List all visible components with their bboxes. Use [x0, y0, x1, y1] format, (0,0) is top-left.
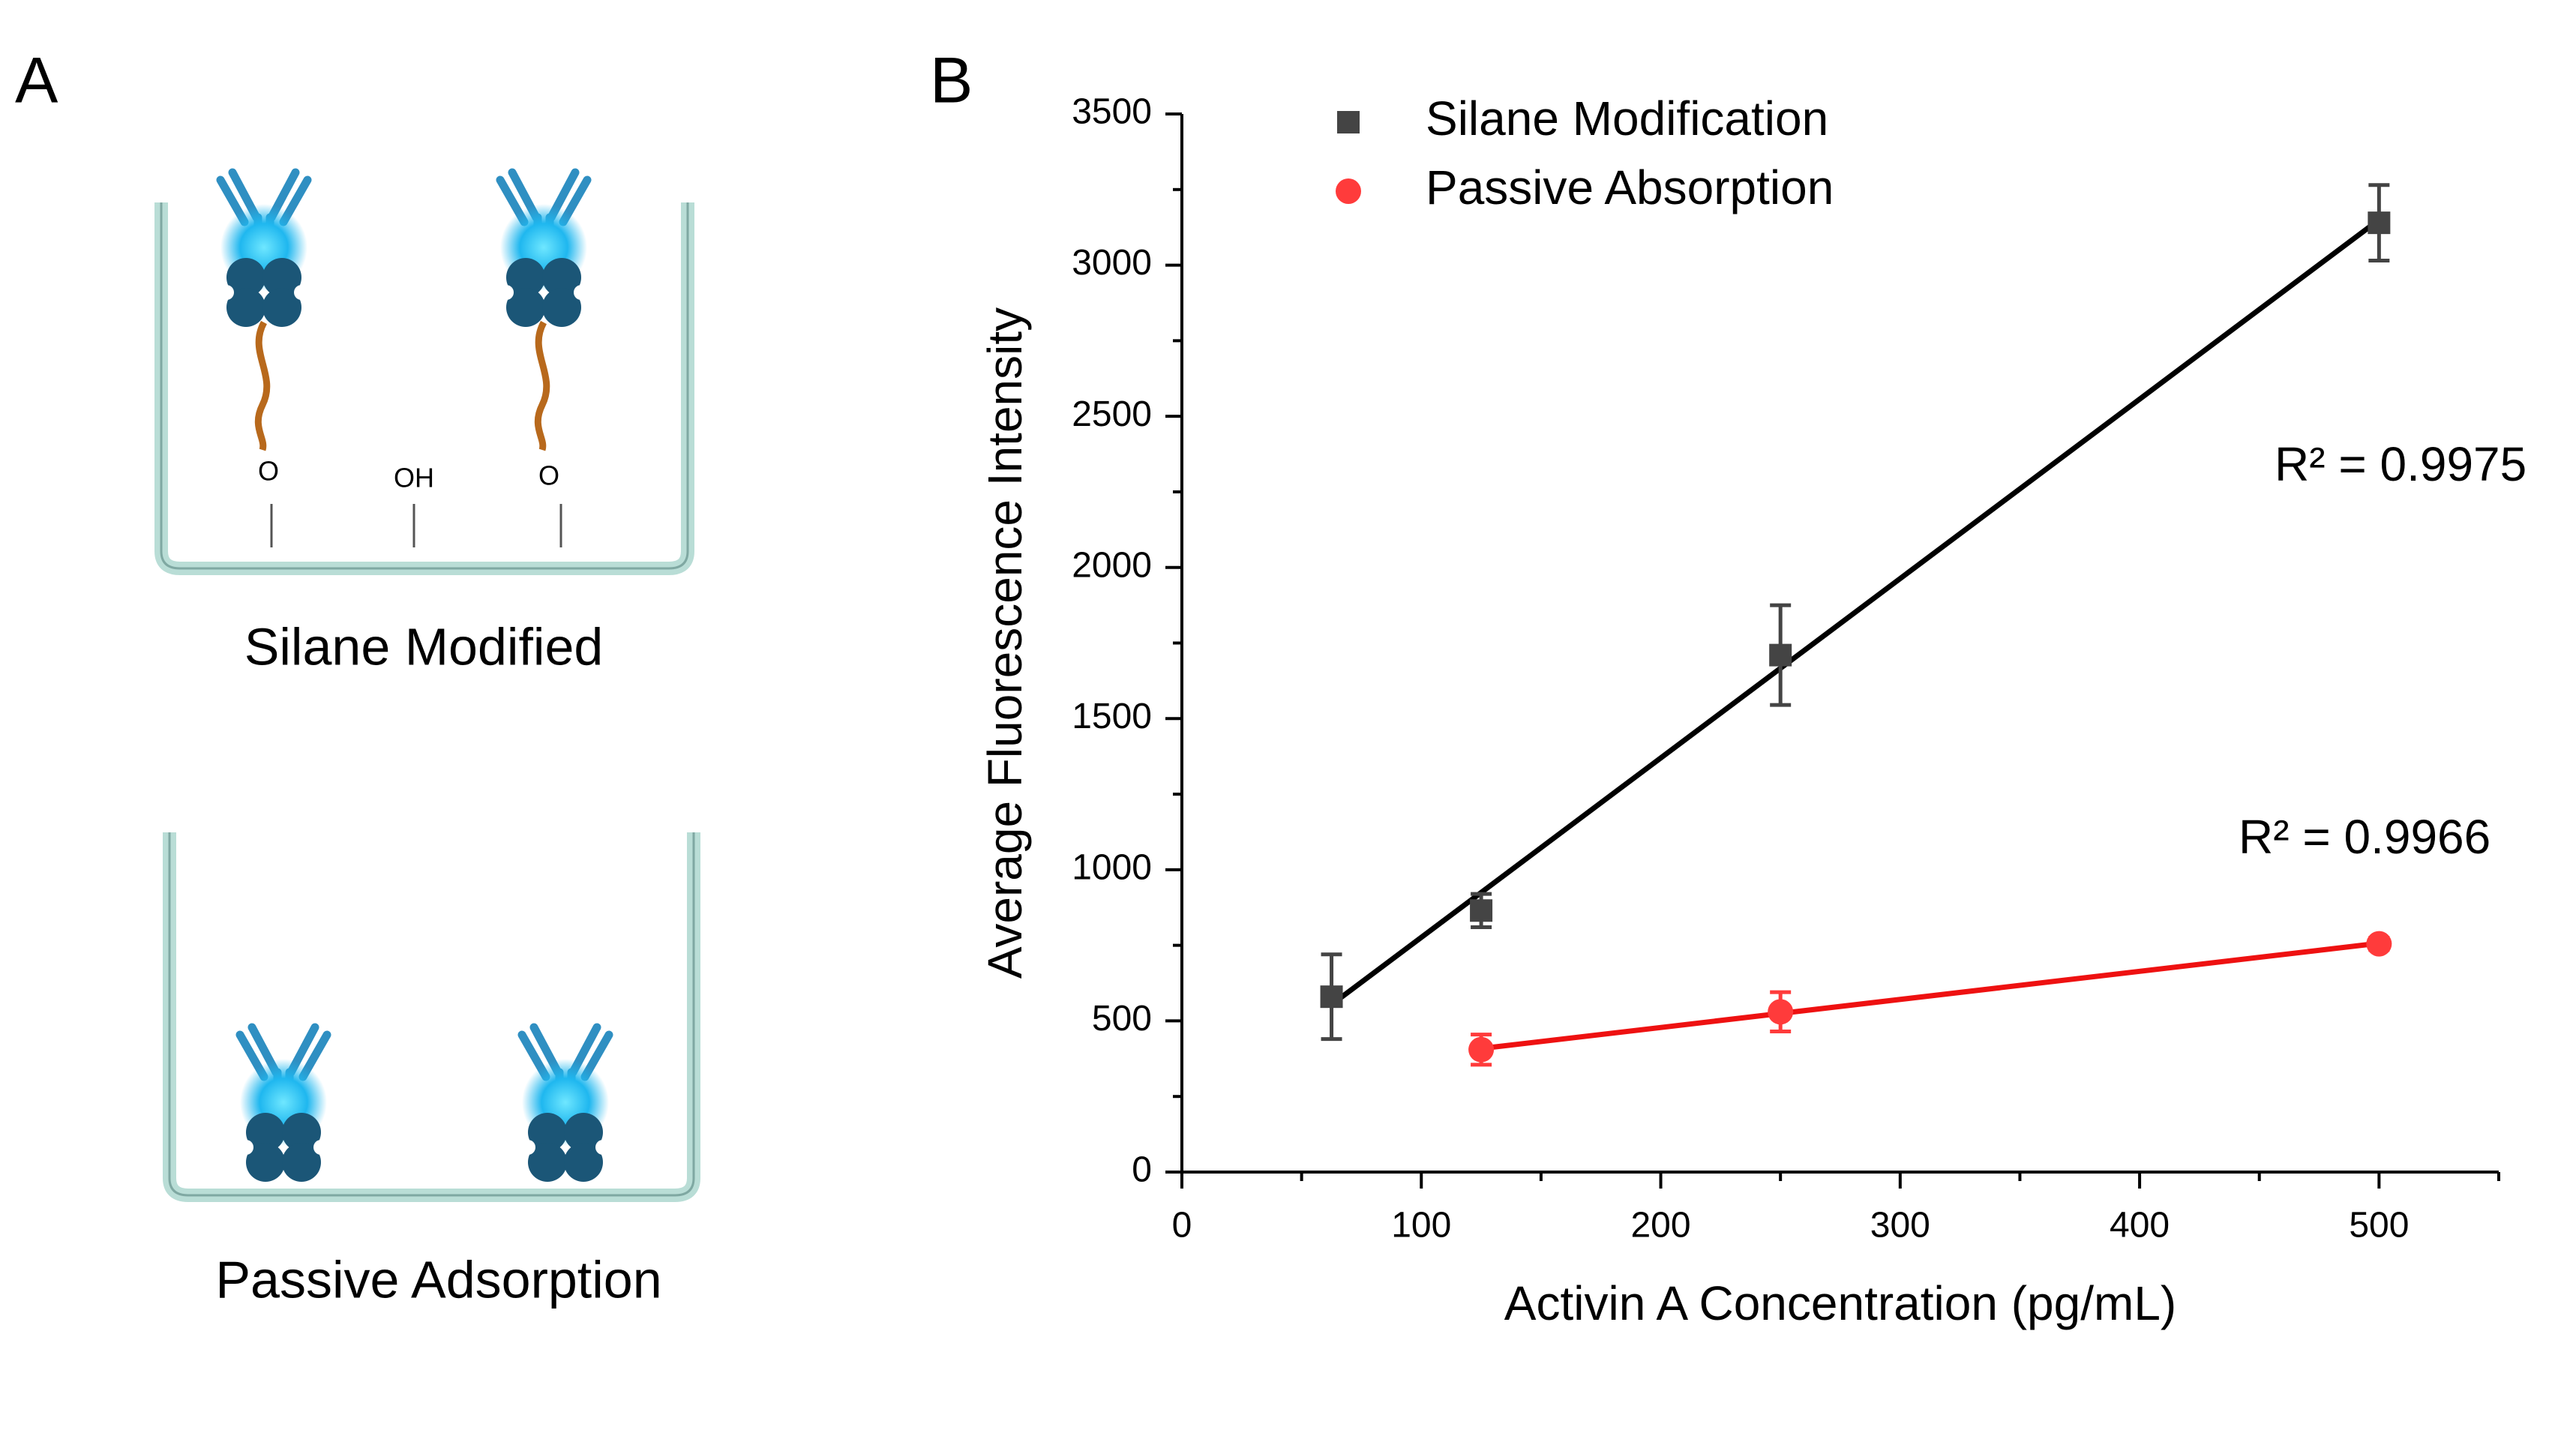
surface-label: O: [538, 460, 559, 491]
surface-label: OH: [394, 463, 434, 493]
point: [2366, 931, 2392, 957]
x-axis-title: Activin A Concentration (pg/mL): [1504, 1276, 2176, 1330]
point: [1468, 1036, 1495, 1063]
y-tick-label: 500: [1092, 999, 1152, 1039]
x-tick-label: 500: [2349, 1206, 2409, 1246]
well-passive: [163, 832, 700, 1202]
panel-label: B: [930, 45, 973, 117]
y-axis-title: Average Fluorescence Intensity: [978, 307, 1032, 979]
chart: 0 100 200 300 400 500 0 500 1000 1500 2000 2500 3000…: [978, 91, 2527, 1330]
well-caption: Silane Modified: [244, 617, 604, 676]
fit-line: [1330, 217, 2381, 1007]
y-tick-label: 0: [1132, 1150, 1152, 1190]
well-silane: O OH O: [154, 172, 694, 575]
x-tick-label: 200: [1630, 1206, 1690, 1246]
x-tick-label: 300: [1870, 1206, 1930, 1246]
x-tick-label: 400: [2110, 1206, 2170, 1246]
point: [1470, 899, 1493, 922]
x-tick-label: 0: [1172, 1206, 1192, 1246]
point: [2368, 211, 2391, 235]
point: [1320, 985, 1343, 1009]
x-tick-label: 100: [1391, 1206, 1451, 1246]
y-tick-label: 1500: [1072, 697, 1152, 736]
panel-label: A: [15, 45, 58, 117]
legend-marker: [1337, 111, 1360, 133]
r-squared: R² = 0.9975: [2275, 437, 2527, 491]
well-caption: Passive Adsorption: [215, 1250, 661, 1309]
y-tick-label: 3500: [1072, 92, 1152, 132]
surface-label: O: [258, 456, 279, 487]
point: [1768, 999, 1794, 1025]
legend-marker: [1336, 178, 1361, 204]
y-tick-label: 2000: [1072, 545, 1152, 585]
y-tick-label: 1000: [1072, 848, 1152, 888]
point: [1769, 643, 1792, 667]
legend-label: Silane Modification: [1426, 91, 1828, 145]
r-squared: R² = 0.9966: [2239, 810, 2491, 864]
legend-label: Passive Absorption: [1426, 160, 1834, 214]
y-tick-label: 3000: [1072, 243, 1152, 283]
y-tick-label: 2500: [1072, 394, 1152, 434]
fit-line: [1480, 940, 2380, 1051]
